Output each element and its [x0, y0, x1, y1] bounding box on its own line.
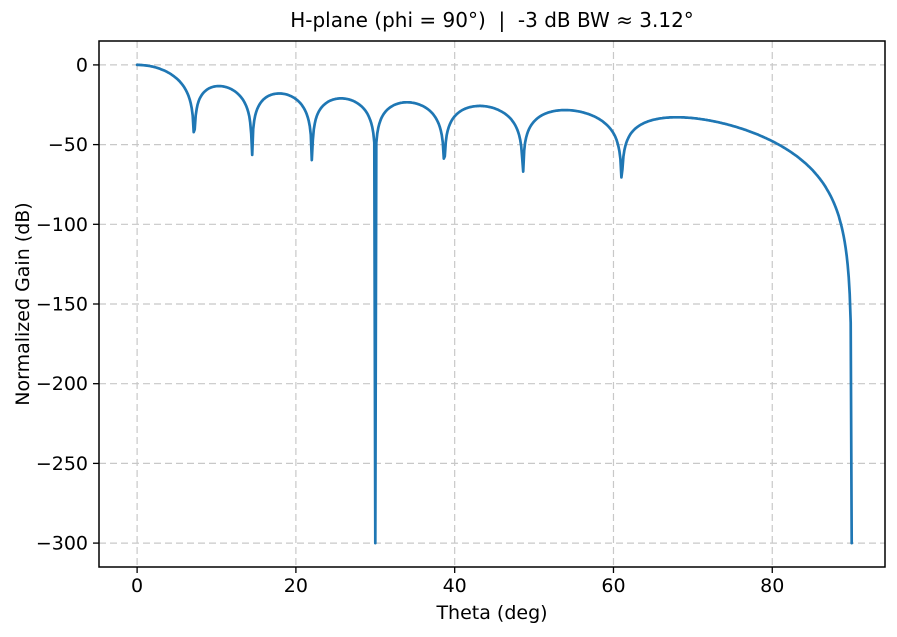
x-tick-label: 20 — [284, 575, 308, 597]
chart-title: H-plane (phi = 90°) | -3 dB BW ≈ 3.12° — [290, 8, 694, 32]
x-tick-label: 60 — [601, 575, 625, 597]
y-tick-label: −300 — [36, 533, 88, 555]
x-tick-label: 80 — [760, 575, 784, 597]
x-tick-label: 0 — [131, 575, 143, 597]
y-tick-label: −200 — [36, 373, 88, 395]
x-axis-label: Theta (deg) — [436, 602, 548, 624]
axes-frame — [98, 40, 886, 568]
gain-curve — [135, 63, 854, 545]
y-tick-label: −250 — [36, 453, 88, 475]
y-tick-label: 0 — [76, 54, 88, 76]
x-tick-label: 40 — [443, 575, 467, 597]
y-tick-label: −100 — [36, 214, 88, 236]
y-axis-label: Normalized Gain (dB) — [12, 202, 34, 406]
y-tick-label: −150 — [36, 294, 88, 316]
y-tick-label: −50 — [48, 134, 88, 156]
